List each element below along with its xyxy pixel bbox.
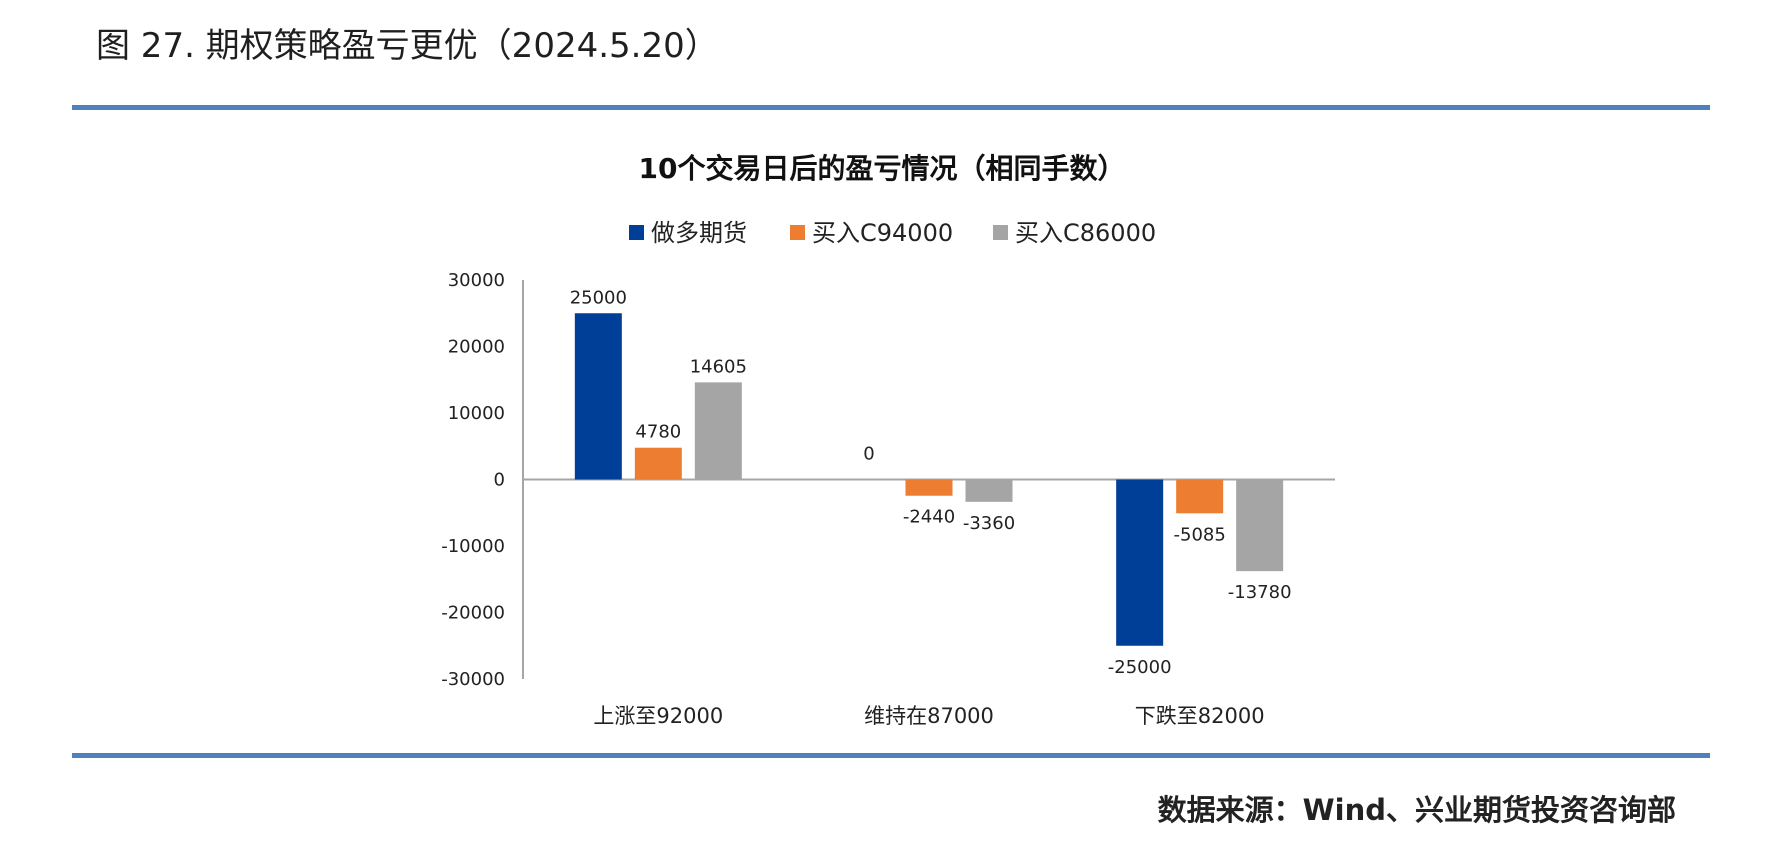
y-tick-label: -10000 xyxy=(441,536,505,557)
data-label: -13780 xyxy=(1228,582,1292,603)
legend-label: 买入C94000 xyxy=(812,219,953,247)
bar xyxy=(1176,479,1224,514)
data-label: 0 xyxy=(863,444,874,465)
y-tick-label: 30000 xyxy=(448,270,505,291)
bar xyxy=(1236,479,1284,572)
data-label: 25000 xyxy=(570,287,627,308)
top-divider xyxy=(72,105,1710,110)
y-tick-label: -30000 xyxy=(441,669,505,690)
source-note: 数据来源：Wind、兴业期货投资咨询部 xyxy=(1157,793,1676,827)
data-label: -3360 xyxy=(963,513,1015,534)
x-category-label: 上涨至92000 xyxy=(593,704,723,728)
y-tick-label: 10000 xyxy=(448,403,505,424)
bars xyxy=(574,313,1284,646)
data-label: 4780 xyxy=(635,422,681,443)
x-axis-categories: 上涨至92000 维持在87000 下跌至82000 xyxy=(593,704,1264,728)
bar xyxy=(634,447,682,480)
data-label: -5085 xyxy=(1174,524,1226,545)
bottom-divider xyxy=(72,753,1710,758)
chart-title: 10个交易日后的盈亏情况（相同手数） xyxy=(639,152,1126,185)
y-axis-ticks: 30000 20000 10000 0 -10000 -20000 -30000 xyxy=(441,270,505,690)
data-labels: 25000 4780 14605 0 -2440 -3360 -25000 -5085 -137… xyxy=(570,287,1292,678)
legend-item: 买入C94000 xyxy=(790,219,953,247)
x-category-label: 维持在87000 xyxy=(864,704,994,728)
figure-title: 图 27. 期权策略盈亏更优（2024.5.20） xyxy=(96,26,719,66)
bar xyxy=(1116,479,1164,646)
data-label: -25000 xyxy=(1108,657,1172,678)
legend-item: 买入C86000 xyxy=(993,219,1156,247)
x-category-label: 下跌至82000 xyxy=(1135,704,1265,728)
y-tick-label: 20000 xyxy=(448,337,505,358)
bar xyxy=(965,479,1013,502)
legend: 做多期货 买入C94000 买入C86000 xyxy=(629,219,1156,247)
bar xyxy=(694,382,742,480)
legend-label: 做多期货 xyxy=(651,219,747,247)
y-tick-label: -20000 xyxy=(441,603,505,624)
bar xyxy=(574,313,622,480)
data-label: -2440 xyxy=(903,507,955,528)
legend-label: 买入C86000 xyxy=(1015,219,1156,247)
legend-swatch xyxy=(629,225,644,240)
bar xyxy=(905,479,953,496)
data-label: 14605 xyxy=(690,356,747,377)
y-tick-label: 0 xyxy=(494,470,505,491)
legend-swatch xyxy=(993,225,1008,240)
legend-item: 做多期货 xyxy=(629,219,747,247)
legend-swatch xyxy=(790,225,805,240)
